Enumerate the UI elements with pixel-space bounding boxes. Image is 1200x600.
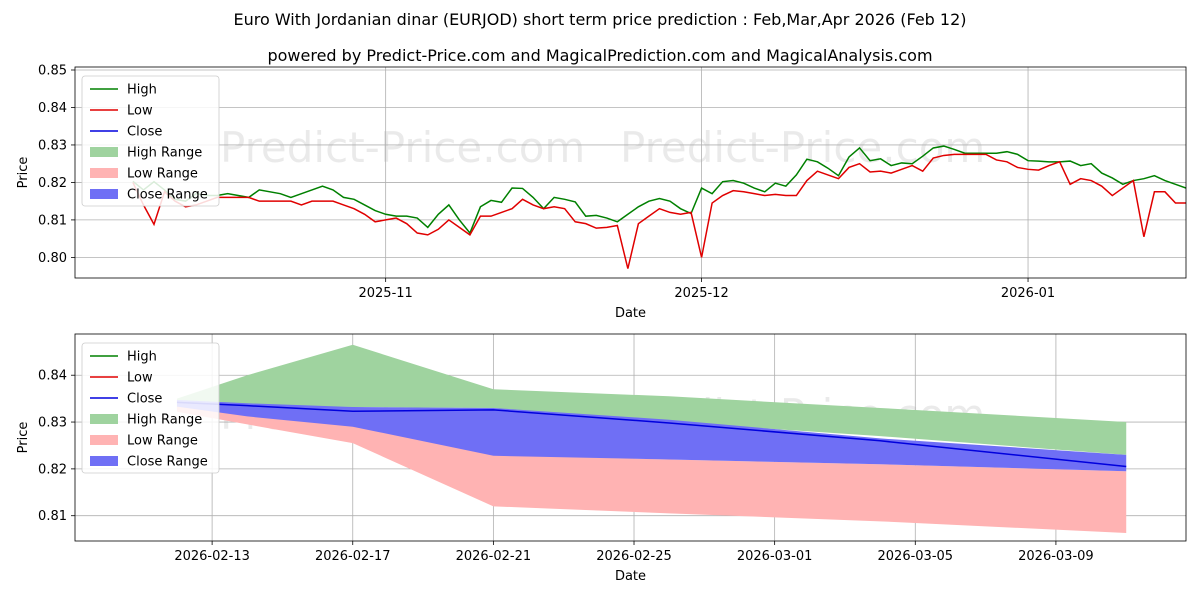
high-range-band <box>176 344 1127 455</box>
legend-close-label: Close <box>127 125 162 140</box>
y-tick-label: 0.84 <box>38 369 67 384</box>
y-tick-label: 0.81 <box>38 509 67 524</box>
y-tick-label: 0.85 <box>38 63 67 78</box>
plot-area <box>176 344 1127 534</box>
panel-2: Predict-Price.comPredict-Price.com2026-0… <box>16 333 1187 584</box>
legend-high-range-swatch <box>90 147 118 157</box>
y-tick-label: 0.83 <box>38 138 67 153</box>
y-tick-label: 0.83 <box>38 416 67 431</box>
y-tick-label: 0.82 <box>38 462 67 477</box>
legend-low-label: Low <box>127 104 153 119</box>
panel-1: Predict-Price.com Predict-Price.com 2025-1… <box>16 63 1187 321</box>
x-axis-label: Date <box>615 569 646 584</box>
legend-high-label: High <box>127 83 157 98</box>
legend-low-range-label: Low Range <box>127 434 198 449</box>
plot-area <box>132 145 1186 269</box>
low-series-line <box>132 153 1186 269</box>
y-tick-label: 0.80 <box>38 251 67 266</box>
x-tick-label: 2026-03-01 <box>737 549 813 564</box>
x-tick-label: 2026-03-09 <box>1018 549 1094 564</box>
chart-subtitle: powered by Predict-Price.com and Magical… <box>267 46 933 65</box>
y-tick-label: 0.84 <box>38 101 67 116</box>
close-series-line <box>176 401 1127 468</box>
legend-high-range-label: High Range <box>127 413 202 428</box>
watermark-text: Predict-Price.com <box>620 123 985 172</box>
chart-title: Euro With Jordanian dinar (EURJOD) short… <box>233 10 967 29</box>
watermark-text: Predict-Price.com <box>220 123 585 172</box>
legend: High Low Close High Range Low Range Close Ran… <box>81 342 220 474</box>
plot-frame <box>74 333 1187 542</box>
legend-low-range-label: Low Range <box>127 167 198 182</box>
plot-frame <box>74 66 1187 279</box>
y-tick-label: 0.82 <box>38 176 67 191</box>
high-series-line <box>132 145 1186 235</box>
legend-low-range-swatch <box>90 168 118 178</box>
y-axis-label: Price <box>16 157 31 189</box>
x-tick-label: 2026-02-17 <box>315 549 391 564</box>
legend-high-range-label: High Range <box>127 146 202 161</box>
legend-close-range-swatch <box>90 189 118 199</box>
legend: High Low Close High Range Low Range Close Ran… <box>81 75 220 207</box>
legend-high-label: High <box>127 350 157 365</box>
legend-close-label: Close <box>127 392 162 407</box>
legend-close-range-swatch <box>90 456 118 466</box>
x-tick-label: 2026-02-13 <box>174 549 250 564</box>
x-tick-label: 2025-12 <box>674 286 728 301</box>
legend-low-range-swatch <box>90 435 118 445</box>
x-axis-label: Date <box>615 306 646 321</box>
legend-high-range-swatch <box>90 414 118 424</box>
x-tick-label: 2026-01 <box>1001 286 1055 301</box>
legend-low-label: Low <box>127 371 153 386</box>
x-tick-label: 2026-02-25 <box>596 549 672 564</box>
y-tick-label: 0.81 <box>38 213 67 228</box>
legend-close-range-label: Close Range <box>127 455 208 470</box>
y-axis-label: Price <box>16 422 31 454</box>
legend-close-range-label: Close Range <box>127 188 208 203</box>
x-tick-label: 2026-03-05 <box>878 549 954 564</box>
x-tick-label: 2025-11 <box>358 286 412 301</box>
x-tick-label: 2026-02-21 <box>456 549 532 564</box>
close-range-band <box>176 400 1127 472</box>
